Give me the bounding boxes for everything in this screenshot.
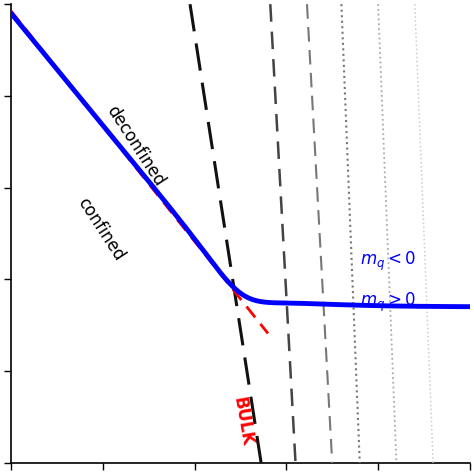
Text: BULK: BULK	[229, 396, 256, 447]
Text: $m_q < 0$: $m_q < 0$	[360, 249, 416, 273]
Text: confined: confined	[73, 194, 128, 264]
Text: deconfined: deconfined	[102, 103, 168, 190]
Text: $m_q > 0$: $m_q > 0$	[360, 291, 416, 314]
